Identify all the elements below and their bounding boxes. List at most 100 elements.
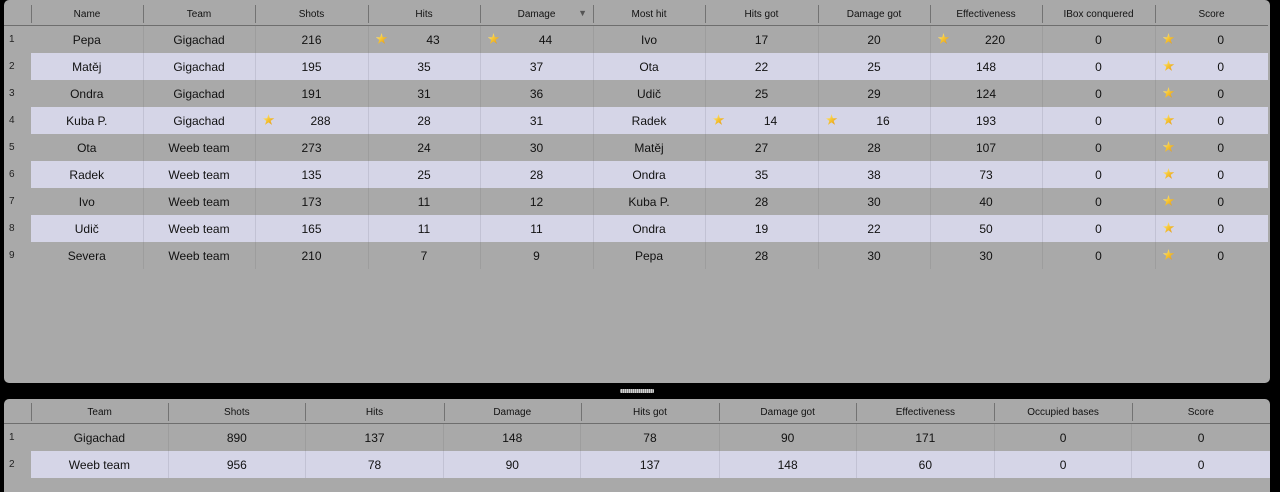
cell-damage-got: 30 <box>817 242 930 269</box>
players-table-panel: Name Team Shots Hits Damage ▼ Most hit Hits got… <box>4 0 1270 383</box>
column-header-effectiveness[interactable]: Effectiveness <box>930 3 1042 26</box>
split-pane-divider[interactable] <box>0 383 1280 399</box>
column-header-effectiveness[interactable]: Effectiveness <box>856 401 995 424</box>
cell-team: Gigachad <box>142 107 255 134</box>
cell-hits-got: 19 <box>704 215 818 242</box>
star-icon <box>1162 141 1175 152</box>
table-row[interactable]: 4 Kuba P. Gigachad 288 28 31 Radek 14 16 193 0 0 <box>4 107 1268 134</box>
column-header-damage-got[interactable]: Damage got <box>719 401 857 424</box>
column-header-hits-got[interactable]: Hits got <box>580 401 720 424</box>
column-header-hits[interactable]: Hits <box>368 3 480 26</box>
cell-effectiveness: 73 <box>929 161 1042 188</box>
cell-damage: 11 <box>479 215 593 242</box>
cell-hits-got: 14 <box>704 107 818 134</box>
cell-effectiveness: 107 <box>929 134 1042 161</box>
column-header-score[interactable]: Score <box>1155 3 1268 26</box>
row-number: 3 <box>9 88 15 99</box>
star-icon <box>1162 33 1175 44</box>
cell-team: Gigachad <box>142 53 255 80</box>
cell-damage: 148 <box>443 423 581 451</box>
cell-ibox: 0 <box>1041 215 1155 242</box>
star-icon <box>1162 249 1175 260</box>
column-header-damage[interactable]: Damage <box>443 401 581 424</box>
star-icon <box>1162 87 1175 98</box>
cell-shots: 165 <box>254 215 368 242</box>
cell-hits-got: 22 <box>704 53 818 80</box>
table-row[interactable]: 8 Udič Weeb team 165 11 11 Ondra 19 22 50 0 0 <box>4 215 1268 242</box>
column-header-team[interactable]: Team <box>143 3 255 26</box>
cell-effectiveness: 171 <box>855 423 995 451</box>
cell-ibox: 0 <box>1041 242 1155 269</box>
cell-bases: 0 <box>993 451 1132 478</box>
cell-ibox: 0 <box>1041 107 1155 134</box>
column-header-shots[interactable]: Shots <box>255 3 368 26</box>
star-icon <box>937 33 950 44</box>
cell-value: 0 <box>1217 32 1225 47</box>
cell-ibox: 0 <box>1041 25 1155 53</box>
table-row[interactable]: 9 Severa Weeb team 210 7 9 Pepa 28 30 30 0 0 <box>4 242 1268 269</box>
cell-value: 0 <box>1217 140 1225 155</box>
table-row[interactable]: 5 Ota Weeb team 273 24 30 Matěj 27 28 107 0 0 <box>4 134 1268 161</box>
divider-grip-icon[interactable] <box>620 389 654 393</box>
cell-hits: 43 <box>367 25 480 53</box>
cell-most-hit: Pepa <box>592 242 705 269</box>
cell-value: 0 <box>1217 113 1225 128</box>
star-icon <box>1162 222 1175 233</box>
cell-hits: 25 <box>367 161 480 188</box>
column-header-name[interactable]: Name <box>31 3 143 26</box>
cell-effectiveness: 50 <box>929 215 1042 242</box>
cell-value: 288 <box>310 113 331 128</box>
cell-score: 0 <box>1154 161 1268 188</box>
column-header-team[interactable]: Team <box>31 401 169 424</box>
cell-value: 220 <box>984 32 1006 47</box>
table-row[interactable]: 2 Matěj Gigachad 195 35 37 Ota 22 25 148 0 0 <box>4 53 1268 80</box>
cell-ibox: 0 <box>1041 134 1155 161</box>
row-number: 5 <box>9 142 15 153</box>
cell-team: Gigachad <box>73 430 126 445</box>
table-row[interactable]: 7 Ivo Weeb team 173 11 12 Kuba P. 28 30 40 0 0 <box>4 188 1268 215</box>
column-header-ibox-conquered[interactable]: IBox conquered <box>1042 3 1155 26</box>
cell-hits-got: 25 <box>704 80 818 107</box>
column-header-shots[interactable]: Shots <box>168 401 306 424</box>
teams-table: Team Shots Hits Damage Hits got Damage got Eff… <box>4 401 1270 478</box>
cell-effectiveness: 148 <box>929 53 1042 80</box>
row-number: 6 <box>9 169 15 180</box>
column-header-most-hit[interactable]: Most hit <box>593 3 705 26</box>
cell-shots: 191 <box>254 80 368 107</box>
star-icon <box>825 114 838 125</box>
cell-damage-got: 148 <box>718 451 857 478</box>
column-header-damage-got[interactable]: Damage got <box>818 3 930 26</box>
cell-hits: 11 <box>367 188 480 215</box>
cell-hits: 78 <box>304 451 444 478</box>
cell-ibox: 0 <box>1041 188 1155 215</box>
table-row[interactable]: 3 Ondra Gigachad 191 31 36 Udič 25 29 124 0 0 <box>4 80 1268 107</box>
column-header-damage[interactable]: Damage ▼ <box>480 3 593 26</box>
cell-shots: 890 <box>167 423 306 451</box>
cell-shots: 210 <box>254 242 368 269</box>
cell-damage: 90 <box>443 451 581 478</box>
cell-ibox: 0 <box>1041 53 1155 80</box>
cell-hits-got: 27 <box>704 134 818 161</box>
column-header-hits-got[interactable]: Hits got <box>705 3 818 26</box>
cell-value: 0 <box>1217 194 1225 209</box>
cell-name: Radek <box>31 161 143 188</box>
column-header-occupied-bases[interactable]: Occupied bases <box>994 401 1132 424</box>
cell-score: 0 <box>1131 451 1270 478</box>
cell-name: Ivo <box>78 194 95 209</box>
table-row[interactable]: 6 Radek Weeb team 135 25 28 Ondra 35 38 73 0 0 <box>4 161 1268 188</box>
table-row[interactable]: 1 Pepa Gigachad 216 43 44 Ivo 17 20 220 0 0 <box>4 25 1268 53</box>
cell-effectiveness: 220 <box>929 25 1042 53</box>
cell-ibox: 0 <box>1041 80 1155 107</box>
table-row[interactable]: 1 Gigachad 890 137 148 78 90 171 0 0 <box>4 423 1270 451</box>
cell-damage: 44 <box>479 25 593 53</box>
cell-effectiveness: 193 <box>929 107 1042 134</box>
table-row[interactable]: 2 Weeb team 956 78 90 137 148 60 0 0 <box>4 451 1270 478</box>
cell-score: 0 <box>1154 242 1268 269</box>
column-header-hits[interactable]: Hits <box>305 401 444 424</box>
row-number: 7 <box>9 196 15 207</box>
cell-team: Weeb team <box>31 451 169 478</box>
column-header-score[interactable]: Score <box>1131 401 1270 424</box>
teams-table-header: Team Shots Hits Damage Hits got Damage got Eff… <box>4 401 1270 424</box>
cell-shots: 173 <box>254 188 368 215</box>
cell-damage: 37 <box>479 53 593 80</box>
